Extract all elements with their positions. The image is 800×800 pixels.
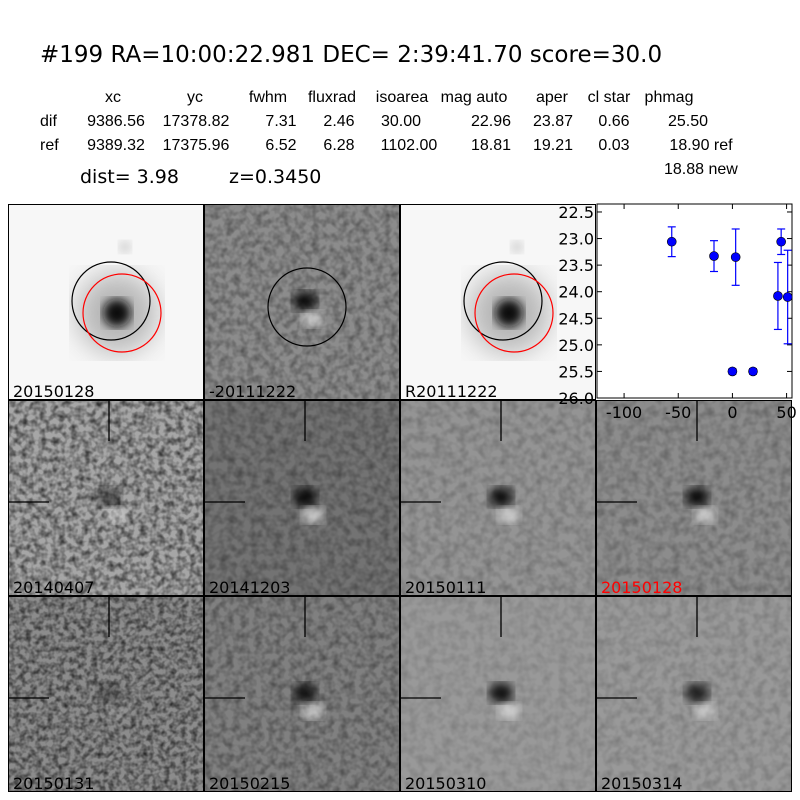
table-cell: 0.66 xyxy=(598,113,630,130)
stamp-date-label: 20150111 xyxy=(405,578,487,596)
data-point xyxy=(773,291,783,301)
stamp-date-label: R20111222 xyxy=(405,382,498,400)
reference-aperture-circle xyxy=(267,267,347,347)
image-stamp[interactable]: 20150215 xyxy=(204,596,400,792)
table-cell: 6.52 xyxy=(265,137,297,154)
redshift-value: z=0.3450 xyxy=(229,166,322,188)
data-point xyxy=(727,366,738,377)
image-stamp[interactable]: 20150128 xyxy=(596,400,792,596)
image-stamp[interactable]: 20150128 xyxy=(8,204,204,400)
table-cell: 22.96 xyxy=(470,113,512,130)
image-stamp[interactable]: 20141203 xyxy=(204,400,400,596)
stamp-date-label: 20150215 xyxy=(209,774,291,792)
x-tick-label: -100 xyxy=(606,403,642,422)
table-cell: 1102.00 xyxy=(380,137,438,154)
column-header: yc xyxy=(187,89,203,106)
reference-aperture-circle xyxy=(463,261,543,341)
image-stamp[interactable]: -20111222 xyxy=(204,204,400,400)
x-tick-label: 0 xyxy=(727,403,737,422)
y-tick-label: 24.0 xyxy=(558,283,594,302)
table-cell: 18.81 xyxy=(470,137,512,154)
table-cell: 9389.32 xyxy=(87,137,145,154)
data-point xyxy=(666,236,677,247)
x-tick-label: 50 xyxy=(776,403,796,422)
column-header: aper xyxy=(535,89,569,106)
y-tick-label: 22.5 xyxy=(558,203,594,222)
table-cell: 17378.82 xyxy=(162,113,230,130)
y-tick-label: 26.0 xyxy=(558,389,594,408)
stamp-date-label: -20111222 xyxy=(209,382,297,400)
column-header: xc xyxy=(105,89,121,106)
stamp-date-label: 20150310 xyxy=(405,774,487,792)
row-label: dif xyxy=(40,113,57,130)
column-header: mag auto xyxy=(440,89,508,106)
y-tick-label: 24.5 xyxy=(558,309,594,328)
table-cell: 7.31 xyxy=(265,113,297,130)
stamp-date-label: 20150131 xyxy=(13,774,95,792)
table-cell: 0.03 xyxy=(598,137,630,154)
data-point xyxy=(730,252,741,262)
stamp-date-label: 20150128 xyxy=(13,382,95,400)
stamp-date-label: 20150314 xyxy=(601,774,683,792)
plot-frame xyxy=(596,203,793,399)
image-stamp[interactable]: 20140407 xyxy=(8,400,204,596)
detection-aperture-circle xyxy=(474,273,554,353)
table-cell: 9386.56 xyxy=(87,113,145,130)
phmag-new: 18.88 new xyxy=(664,161,738,178)
y-tick-label: 25.0 xyxy=(558,336,594,355)
table-cell: 18.90 ref xyxy=(669,137,733,154)
column-header: isoarea xyxy=(375,89,429,106)
column-header: cl star xyxy=(587,89,631,106)
table-cell: 23.87 xyxy=(532,113,574,130)
data-point xyxy=(748,366,758,377)
image-stamp[interactable]: 20150310 xyxy=(400,596,596,792)
data-point xyxy=(709,251,719,261)
table-cell: 2.46 xyxy=(323,113,355,130)
table-cell: 6.28 xyxy=(323,137,355,154)
column-header: phmag xyxy=(644,89,694,106)
table-cell: 17375.96 xyxy=(162,137,230,154)
stamp-date-label: 20150128 xyxy=(601,578,683,596)
data-point xyxy=(776,236,786,247)
image-stamp[interactable]: 20150131 xyxy=(8,596,204,792)
table-cell: 30.00 xyxy=(380,113,422,130)
image-stamp[interactable]: 20150314 xyxy=(596,596,792,792)
data-point xyxy=(782,292,793,302)
stamp-date-label: 20141203 xyxy=(209,578,291,596)
column-header: fluxrad xyxy=(307,89,357,106)
table-cell: 25.50 xyxy=(667,113,709,130)
candidate-title: #199 RA=10:00:22.981 DEC= 2:39:41.70 sco… xyxy=(40,42,663,68)
stamp-date-label: 20140407 xyxy=(13,578,95,596)
y-tick-label: 25.5 xyxy=(558,362,594,381)
detection-aperture-circle xyxy=(82,273,162,353)
row-label: ref xyxy=(40,137,59,154)
table-cell: 19.21 xyxy=(532,137,574,154)
dist-value: dist= 3.98 xyxy=(80,166,179,188)
column-header: fwhm xyxy=(248,89,288,106)
y-tick-label: 23.0 xyxy=(558,230,594,249)
image-stamp[interactable]: 20150111 xyxy=(400,400,596,596)
y-tick-label: 23.5 xyxy=(558,256,594,275)
reference-aperture-circle xyxy=(71,261,151,341)
x-tick-label: -50 xyxy=(665,403,691,422)
image-stamp[interactable]: R20111222 xyxy=(400,204,596,400)
light-curve-plot: -100 -50 0 50 22.5 23.0 23.5 24.0 24.5 25.0 25.5 26… xyxy=(558,203,796,422)
